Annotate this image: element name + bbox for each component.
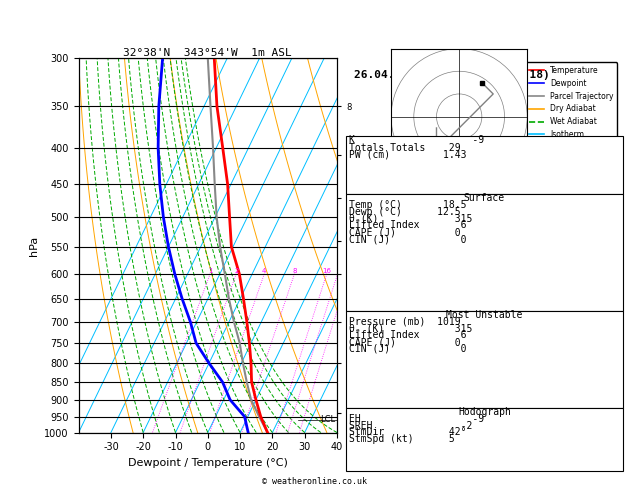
Text: LCL: LCL [320, 416, 335, 424]
Text: Totals Totals    29: Totals Totals 29 [349, 143, 460, 153]
Text: θₑ(K)             315: θₑ(K) 315 [349, 214, 472, 224]
Text: Dewp (°C)      12.5: Dewp (°C) 12.5 [349, 207, 460, 217]
Text: CAPE (J)          0: CAPE (J) 0 [349, 337, 460, 347]
Y-axis label: km
ASL: km ASL [354, 236, 376, 255]
Text: θₑ (K)            315: θₑ (K) 315 [349, 324, 472, 333]
X-axis label: kt: kt [455, 190, 463, 199]
Text: Lifted Index       6: Lifted Index 6 [349, 221, 467, 230]
Text: Temp (°C)       18.5: Temp (°C) 18.5 [349, 200, 467, 210]
Text: EH                   -9: EH -9 [349, 414, 484, 424]
Text: StmDir           42°: StmDir 42° [349, 428, 467, 437]
Text: © weatheronline.co.uk: © weatheronline.co.uk [262, 477, 367, 486]
Text: PW (cm)         1.43: PW (cm) 1.43 [349, 150, 467, 160]
Title: 32°38'N  343°54'W  1m ASL: 32°38'N 343°54'W 1m ASL [123, 48, 292, 57]
Text: StmSpd (kt)      5: StmSpd (kt) 5 [349, 434, 455, 444]
Y-axis label: hPa: hPa [29, 235, 39, 256]
Text: Mixing Ratio (g/kg): Mixing Ratio (g/kg) [350, 206, 359, 285]
Text: Surface: Surface [464, 193, 505, 203]
X-axis label: Dewpoint / Temperature (°C): Dewpoint / Temperature (°C) [128, 458, 287, 468]
Text: 16: 16 [322, 268, 331, 274]
Text: Pressure (mb)  1019: Pressure (mb) 1019 [349, 317, 460, 327]
Text: CAPE (J)          0: CAPE (J) 0 [349, 227, 460, 237]
Text: Most Unstable: Most Unstable [446, 310, 523, 320]
Text: CIN (J)            0: CIN (J) 0 [349, 344, 467, 354]
Text: 1: 1 [208, 268, 213, 274]
Text: 4: 4 [262, 268, 267, 274]
Text: CIN (J)            0: CIN (J) 0 [349, 234, 467, 244]
Text: 2: 2 [234, 268, 238, 274]
Text: 26.04.2024  06GMT  (Base: 18): 26.04.2024 06GMT (Base: 18) [353, 69, 549, 80]
Text: Lifted Index       6: Lifted Index 6 [349, 330, 467, 340]
Text: SREH               -2: SREH -2 [349, 421, 472, 431]
Legend: Temperature, Dewpoint, Parcel Trajectory, Dry Adiabat, Wet Adiabat, Isotherm, Mi: Temperature, Dewpoint, Parcel Trajectory… [525, 62, 618, 156]
Text: K                    -9: K -9 [349, 136, 484, 145]
Text: 8: 8 [292, 268, 297, 274]
Text: Hodograph: Hodograph [458, 407, 511, 417]
